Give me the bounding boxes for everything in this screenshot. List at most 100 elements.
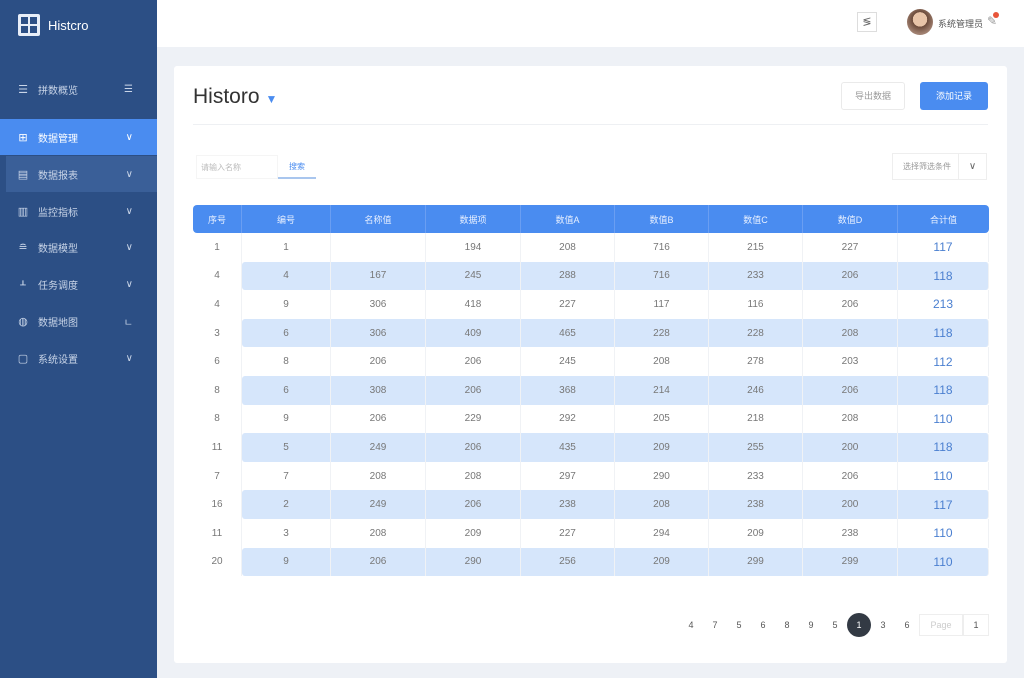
hamburger-icon[interactable]: ☰ <box>124 83 133 95</box>
primary-button[interactable]: 添加记录 <box>920 82 988 110</box>
table-row[interactable]: 11 5 249 206 435 209 255 200 118 <box>193 433 989 462</box>
table-cell: 209 <box>615 433 709 462</box>
table-cell: 209 <box>426 518 521 548</box>
notification-icon[interactable]: ✎ <box>987 12 999 28</box>
table-row[interactable]: 3 6 306 409 465 228 228 208 118 <box>193 318 989 348</box>
column-header[interactable]: 数值A <box>521 205 615 233</box>
table-cell[interactable]: 118 <box>898 433 989 462</box>
table-row[interactable]: 1 1 194 208 716 215 227 117 <box>193 233 989 262</box>
column-header[interactable]: 编号 <box>242 205 331 233</box>
table-cell: 1 <box>242 233 331 262</box>
username[interactable]: 系统管理员 <box>938 19 984 29</box>
table-cell[interactable]: 110 <box>898 404 989 434</box>
table-cell: 435 <box>521 433 615 462</box>
table-row[interactable]: 8 6 308 206 368 214 246 206 118 <box>193 375 989 405</box>
table-cell: 368 <box>521 375 615 405</box>
sidebar-item-monitor[interactable]: ▥ 监控指标 ∨ <box>0 193 157 229</box>
table-cell[interactable]: 118 <box>898 261 989 291</box>
page-button[interactable]: 9 <box>808 620 814 630</box>
table-cell: 227 <box>521 290 615 319</box>
page-button[interactable]: 6 <box>760 620 766 630</box>
sidebar-item-label: 监控指标 <box>38 207 78 219</box>
table-cell[interactable]: 118 <box>898 375 989 405</box>
chevron-down-icon[interactable]: ∨ <box>958 154 986 179</box>
table-cell: 233 <box>709 461 803 491</box>
table-cell: 200 <box>803 490 898 519</box>
document-icon[interactable]: ≶ <box>857 12 877 32</box>
table-cell: 206 <box>331 404 426 434</box>
page-button[interactable]: 5 <box>832 620 838 630</box>
table-row[interactable]: 4 4 167 245 288 716 233 206 118 <box>193 261 989 291</box>
table-cell[interactable]: 117 <box>898 490 989 519</box>
table-cell: 245 <box>521 347 615 376</box>
column-header[interactable]: 数值D <box>803 205 898 233</box>
page-title[interactable]: Historo ▼ <box>193 85 277 109</box>
page-button[interactable]: 8 <box>784 620 790 630</box>
table-cell[interactable]: 213 <box>898 290 989 319</box>
table-cell: 256 <box>521 547 615 577</box>
table-cell[interactable]: 110 <box>898 518 989 548</box>
table-cell[interactable]: 110 <box>898 547 989 577</box>
table-cell: 409 <box>426 318 521 348</box>
table-row[interactable]: 16 2 249 206 238 208 238 200 117 <box>193 490 989 519</box>
app-logo[interactable]: Histcro <box>18 14 88 36</box>
page-button[interactable]: 4 <box>688 620 694 630</box>
page-jump-input[interactable]: Page <box>919 614 963 636</box>
table-row[interactable]: 4 9 306 418 227 117 116 206 213 <box>193 290 989 319</box>
column-header[interactable]: 合计值 <box>898 205 989 233</box>
filter-select[interactable]: 选择筛选条件 ∨ <box>892 153 987 180</box>
sidebar-item-tasks[interactable]: ᚆ 任务调度 ∨ <box>0 266 157 302</box>
column-header[interactable]: 数据项 <box>426 205 521 233</box>
chevron-down-icon: ∨ <box>125 241 133 253</box>
search-button[interactable]: 搜索 <box>278 155 316 179</box>
table-cell: 249 <box>331 433 426 462</box>
table-cell[interactable]: 117 <box>898 233 989 262</box>
avatar[interactable] <box>907 9 933 35</box>
column-header[interactable]: 数值C <box>709 205 803 233</box>
table-cell: 11 <box>193 433 242 462</box>
sidebar-item-models[interactable]: ≘ 数据模型 ∨ <box>0 229 157 265</box>
table-row[interactable]: 11 3 208 209 227 294 209 238 110 <box>193 518 989 548</box>
sidebar-item-overview[interactable]: ☰ 拼数概览 ☰ <box>0 71 157 107</box>
table-cell: 245 <box>426 261 521 291</box>
sidebar-item-map[interactable]: ◍ 数据地图 ㄴ <box>0 303 157 339</box>
current-page-button[interactable]: 1 <box>847 613 871 637</box>
page-go-button[interactable]: 1 <box>963 614 989 636</box>
table-cell: 116 <box>709 290 803 319</box>
chevron-down-icon: ∨ <box>125 352 133 364</box>
page-button[interactable]: 3 <box>880 620 886 630</box>
table-cell: 215 <box>709 233 803 262</box>
chevron-down-icon: ∨ <box>125 278 133 290</box>
table-cell[interactable]: 110 <box>898 461 989 491</box>
table-row[interactable]: 7 7 208 208 297 290 233 206 110 <box>193 461 989 491</box>
table-cell: 208 <box>426 461 521 491</box>
table-cell[interactable]: 112 <box>898 347 989 376</box>
table-cell: 208 <box>331 461 426 491</box>
sidebar-item-data[interactable]: ⊞ 数据管理 ∨ <box>0 119 157 155</box>
chevron-down-icon: ∨ <box>125 131 133 143</box>
table-row[interactable]: 6 8 206 206 245 208 278 203 112 <box>193 347 989 376</box>
table-cell: 227 <box>521 518 615 548</box>
column-header[interactable]: 序号 <box>193 205 242 233</box>
chart-icon: ▥ <box>17 205 29 218</box>
table-cell[interactable]: 118 <box>898 318 989 348</box>
search-input[interactable]: 请输入名称 <box>196 155 278 179</box>
page-button[interactable]: 6 <box>904 620 910 630</box>
page-button[interactable]: 5 <box>736 620 742 630</box>
table-cell: 227 <box>803 233 898 262</box>
sidebar-item-settings[interactable]: ▢ 系统设置 ∨ <box>0 340 157 376</box>
secondary-button[interactable]: 导出数据 <box>841 82 905 110</box>
main-card: Historo ▼ 导出数据 添加记录 请输入名称 搜索 选择筛选条件 ∨ 序号 编号… <box>174 66 1007 663</box>
column-header[interactable]: 名称值 <box>331 205 426 233</box>
column-header[interactable]: 数值B <box>615 205 709 233</box>
table-cell: 6 <box>242 318 331 348</box>
sidebar: Histcro ☰ 拼数概览 ☰ ⊞ 数据管理 ∨ ▤ 数据报表 ∨ ▥ 监控指标 ∨ ≘ 数据模… <box>0 0 157 678</box>
table-row[interactable]: 20 9 206 290 256 209 299 299 110 <box>193 547 989 577</box>
sidebar-item-reports[interactable]: ▤ 数据报表 ∨ <box>6 156 157 192</box>
table-cell: 208 <box>615 347 709 376</box>
page-button[interactable]: 7 <box>712 620 718 630</box>
table-cell: 208 <box>803 404 898 434</box>
table-cell <box>331 233 426 262</box>
table-row[interactable]: 8 9 206 229 292 205 218 208 110 <box>193 404 989 434</box>
table-cell: 299 <box>803 547 898 577</box>
